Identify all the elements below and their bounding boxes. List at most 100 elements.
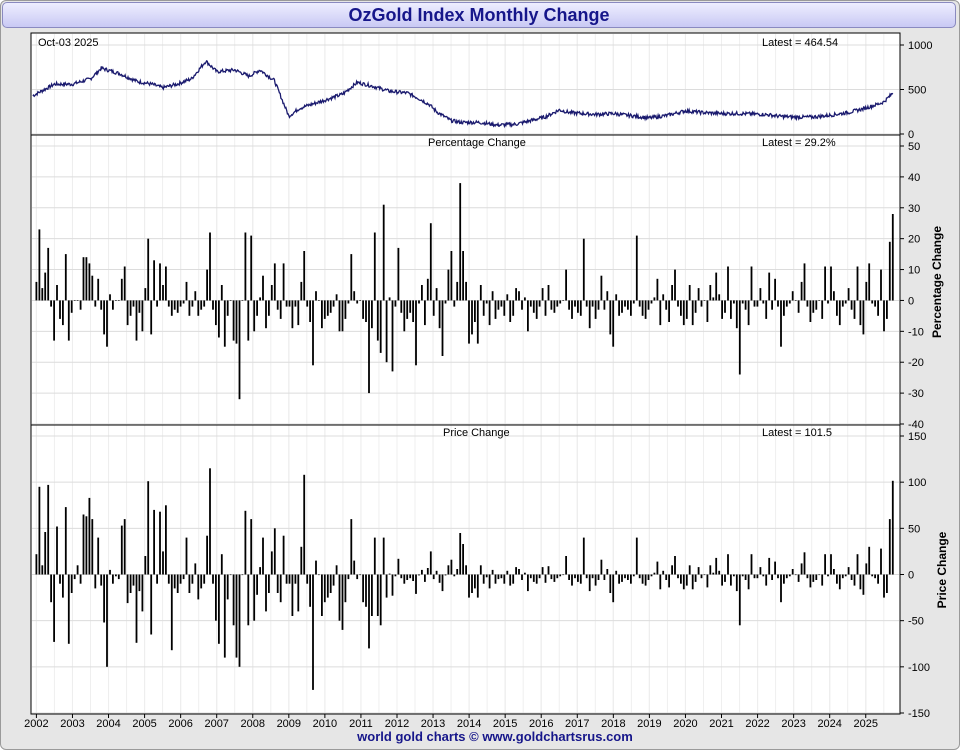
price-bar bbox=[453, 574, 456, 577]
price-bar bbox=[712, 572, 715, 575]
percentage-bar bbox=[644, 300, 647, 319]
percentage-bar bbox=[785, 300, 788, 307]
price-bar bbox=[100, 574, 103, 586]
percentage-bar bbox=[794, 300, 797, 301]
price-bar bbox=[306, 574, 309, 584]
price-bar bbox=[362, 574, 364, 603]
percentage-bar bbox=[568, 300, 570, 310]
percentage-bar bbox=[671, 285, 673, 301]
price-bar bbox=[806, 574, 809, 579]
percentage-bar bbox=[656, 278, 659, 301]
price-bar bbox=[700, 574, 703, 579]
price-bar bbox=[585, 574, 588, 579]
percentage-bar bbox=[173, 300, 176, 310]
price-bar bbox=[797, 574, 800, 582]
percentage-bar bbox=[379, 300, 382, 353]
price-bar bbox=[132, 574, 135, 586]
x-tick-label: 2017 bbox=[565, 718, 589, 730]
percentage-bar bbox=[488, 300, 491, 326]
price-bar bbox=[735, 574, 738, 592]
percentage-bar bbox=[270, 285, 273, 301]
x-tick-label: 2023 bbox=[781, 718, 805, 730]
price-bar bbox=[841, 574, 844, 579]
price-bar bbox=[138, 574, 141, 592]
percentage-bar bbox=[697, 288, 700, 301]
percentage-bar bbox=[429, 223, 432, 301]
price-bar bbox=[485, 574, 488, 578]
price-bar bbox=[532, 574, 535, 582]
percentage-bar bbox=[806, 300, 809, 307]
percentage-bar bbox=[376, 300, 379, 341]
percentage-bar bbox=[388, 297, 391, 301]
x-tick-label: 2016 bbox=[529, 718, 553, 730]
percentage-bar bbox=[373, 232, 376, 301]
price-bar bbox=[329, 574, 332, 593]
x-tick-label: 2019 bbox=[637, 718, 661, 730]
percentage-bar bbox=[574, 300, 576, 307]
price-bar bbox=[541, 567, 544, 575]
price-bar bbox=[682, 574, 685, 590]
x-tick-label: 2005 bbox=[132, 718, 156, 730]
price-bar bbox=[838, 574, 841, 590]
price-bar bbox=[512, 574, 515, 584]
percentage-bar bbox=[803, 263, 806, 301]
price-bars bbox=[35, 468, 894, 690]
percentage-bar bbox=[250, 235, 253, 301]
percentage-bar bbox=[618, 300, 620, 316]
price-bar bbox=[350, 519, 353, 575]
percentage-panel-label: Percentage Change bbox=[428, 137, 526, 149]
percentage-bar bbox=[144, 288, 147, 301]
percentage-bar bbox=[94, 300, 97, 307]
x-tick-label: 2009 bbox=[277, 718, 301, 730]
price-bar bbox=[621, 574, 623, 582]
price-bar bbox=[376, 574, 379, 616]
price-bar bbox=[450, 559, 453, 575]
price-bar bbox=[847, 567, 850, 575]
price-bar bbox=[403, 574, 406, 584]
percentage-bar bbox=[747, 300, 750, 326]
percentage-bar bbox=[527, 300, 529, 332]
price-bar bbox=[62, 574, 64, 598]
price-bar bbox=[733, 574, 735, 577]
percentage-bar bbox=[418, 300, 420, 304]
percentage-bar bbox=[712, 297, 715, 301]
percentage-bar bbox=[253, 300, 256, 332]
percentage-bar bbox=[200, 300, 203, 310]
y-tick-label: 30 bbox=[908, 203, 920, 215]
y-tick-label: -10 bbox=[908, 326, 924, 338]
percentage-bar bbox=[638, 300, 641, 307]
percentage-bar bbox=[53, 300, 55, 341]
percentage-bar bbox=[518, 291, 520, 301]
price-panel-label: Price Change bbox=[443, 427, 510, 439]
price-bar bbox=[300, 546, 303, 575]
price-bar bbox=[218, 574, 220, 644]
percentage-bar bbox=[332, 300, 335, 307]
price-bar bbox=[223, 574, 226, 658]
price-bar bbox=[356, 574, 359, 580]
price-bar bbox=[562, 574, 565, 576]
price-bar bbox=[294, 574, 297, 584]
percentage-bar bbox=[662, 294, 665, 301]
percentage-bar bbox=[441, 300, 444, 356]
price-bar bbox=[627, 574, 629, 580]
percentage-bar bbox=[624, 300, 626, 307]
percentage-bar bbox=[883, 300, 885, 332]
percentage-bar bbox=[524, 297, 526, 301]
percentage-bar bbox=[406, 300, 409, 319]
percentage-bar bbox=[323, 300, 326, 319]
percentage-bar bbox=[150, 300, 153, 335]
percentage-bar bbox=[700, 300, 703, 307]
price-bar bbox=[159, 511, 161, 575]
price-bar bbox=[279, 574, 282, 603]
price-bar bbox=[836, 574, 838, 584]
price-bar bbox=[91, 519, 94, 575]
percentage-bar bbox=[382, 204, 385, 301]
percentage-bar bbox=[833, 291, 835, 301]
price-bar bbox=[491, 569, 494, 575]
price-bar bbox=[438, 574, 441, 583]
price-bar bbox=[209, 468, 211, 575]
y-tick-label: 150 bbox=[908, 431, 926, 443]
y-tick-label: -40 bbox=[908, 419, 924, 431]
percentage-bar bbox=[106, 300, 108, 347]
price-bar bbox=[509, 574, 512, 586]
